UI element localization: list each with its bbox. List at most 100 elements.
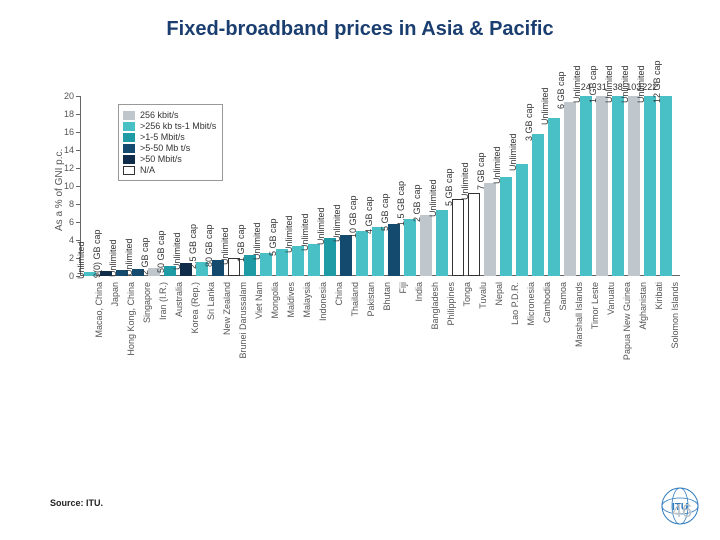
bar	[644, 96, 656, 276]
bar	[436, 210, 448, 276]
cap-label: Unlimited	[636, 65, 646, 103]
bar	[468, 193, 480, 276]
x-tick-label: Australia	[174, 282, 184, 382]
cap-label: 3 GB cap	[524, 103, 534, 141]
cap-label: 4 GB cap	[364, 197, 374, 235]
x-tick-label: Japan	[110, 282, 120, 382]
legend-swatch	[123, 155, 135, 164]
legend-item: >5-50 Mb t/s	[123, 143, 216, 153]
bar	[500, 177, 512, 276]
x-tick-label: India	[414, 282, 424, 382]
y-tick-label: 18	[56, 109, 74, 119]
cap-label: Unlimited	[540, 87, 550, 125]
x-tick-label: Indonesia	[318, 282, 328, 382]
cap-label: 5 GB cap	[268, 218, 278, 256]
y-tick-label: 14	[56, 145, 74, 155]
legend-swatch	[123, 111, 135, 120]
cap-label: 1 GB cap	[588, 65, 598, 103]
x-tick-label: Macao, China	[94, 282, 104, 382]
x-tick-label: Lao P.D.R.	[510, 282, 520, 382]
legend-label: >50 Mbit/s	[140, 154, 182, 164]
cap-label: 5 GB cap	[444, 168, 454, 206]
y-tick	[76, 222, 80, 223]
legend-item: 256 kbit/s	[123, 110, 216, 120]
y-tick-label: 12	[56, 163, 74, 173]
cap-label: Unlimited	[172, 233, 182, 271]
legend-label: >256 kb ts-1 Mbit/s	[140, 121, 216, 131]
cap-label: 2.5 GB cap	[188, 224, 198, 269]
x-tick-label: Singapore	[142, 282, 152, 382]
x-tick-label: Malaysia	[302, 282, 312, 382]
x-tick-label: New Zealand	[222, 282, 232, 382]
legend-item: >1-5 Mbit/s	[123, 132, 216, 142]
y-tick	[76, 204, 80, 205]
cap-label: 6 GB cap	[556, 72, 566, 110]
cap-label: Unlimited	[316, 208, 326, 246]
x-tick-label: Solomon Islands	[670, 282, 680, 382]
x-tick-label: Sri Lanka	[206, 282, 216, 382]
bar	[516, 164, 528, 276]
bar	[580, 96, 592, 276]
cap-label: 10 GB cap	[348, 195, 358, 238]
legend-swatch	[123, 144, 135, 153]
cap-label: Unlimited	[492, 146, 502, 184]
bar	[420, 215, 432, 276]
cap-label: 7 GB cap	[476, 153, 486, 191]
cap-label: Unlimited	[604, 65, 614, 103]
x-tick-label: Hong Kong, China	[126, 282, 136, 382]
y-tick	[76, 132, 80, 133]
bar	[612, 96, 624, 276]
x-tick-label: Thailand	[350, 282, 360, 382]
x-tick-label: Nepal	[494, 282, 504, 382]
cap-label: 1 GB cap	[236, 225, 246, 263]
x-tick-label: Tuvalu	[478, 282, 488, 382]
x-tick-label: Maldives	[286, 282, 296, 382]
y-tick	[76, 114, 80, 115]
x-tick-label: Cambodia	[542, 282, 552, 382]
cap-label: Unlimited	[428, 180, 438, 218]
y-tick	[76, 168, 80, 169]
bar-chart: As a % of GNI p.c.02468101214161820Unlim…	[48, 70, 688, 450]
bar	[548, 118, 560, 276]
x-tick-label: Marshall Islands	[574, 282, 584, 382]
x-tick-label: Afghanistan	[638, 282, 648, 382]
cap-label: 2 GB cap	[412, 184, 422, 222]
legend-label: 256 kbit/s	[140, 110, 179, 120]
x-tick-label: Mongolia	[270, 282, 280, 382]
bar	[628, 96, 640, 276]
cap-label: 5 GB cap	[380, 193, 390, 231]
x-tick-label: Papua New Guinea	[622, 282, 632, 382]
legend-item: N/A	[123, 165, 216, 175]
cap-label: Unlimited	[76, 241, 86, 279]
y-tick-label: 10	[56, 181, 74, 191]
y-tick-label: 8	[56, 199, 74, 209]
cap-label: Unlimited	[332, 204, 342, 242]
x-tick-label: Bangladesh	[430, 282, 440, 382]
x-tick-label: Brunei Darussalam	[238, 282, 248, 382]
cap-label: Unlimited	[300, 213, 310, 251]
x-tick-label: Bhutan	[382, 282, 392, 382]
x-tick-label: Timor Leste	[590, 282, 600, 382]
cap-label: Unlimited	[108, 239, 118, 277]
x-tick-label: Micronesia	[526, 282, 536, 382]
x-tick-label: China	[334, 282, 344, 382]
x-tick-label: Vanuatu	[606, 282, 616, 382]
cap-label: Unlimited	[220, 227, 230, 265]
legend-swatch	[123, 166, 135, 175]
cap-label: Unlimited	[620, 65, 630, 103]
cap-label: 1.5 GB cap	[396, 181, 406, 226]
x-tick-label: Fiji	[398, 282, 408, 382]
x-tick-label: Samoa	[558, 282, 568, 382]
cap-label: 80 GB cap	[204, 224, 214, 267]
x-tick-label: Viet Nam	[254, 282, 264, 382]
legend-item: >256 kb ts-1 Mbit/s	[123, 121, 216, 131]
cap-label: 9(0) GB cap	[92, 229, 102, 278]
y-tick	[76, 150, 80, 151]
legend-label: >1-5 Mbit/s	[140, 132, 185, 142]
y-tick-label: 2	[56, 253, 74, 263]
y-tick	[76, 186, 80, 187]
x-tick-label: Tonga	[462, 282, 472, 382]
y-tick-label: 16	[56, 127, 74, 137]
cap-label: Unlimited	[460, 163, 470, 201]
bar	[564, 102, 576, 276]
